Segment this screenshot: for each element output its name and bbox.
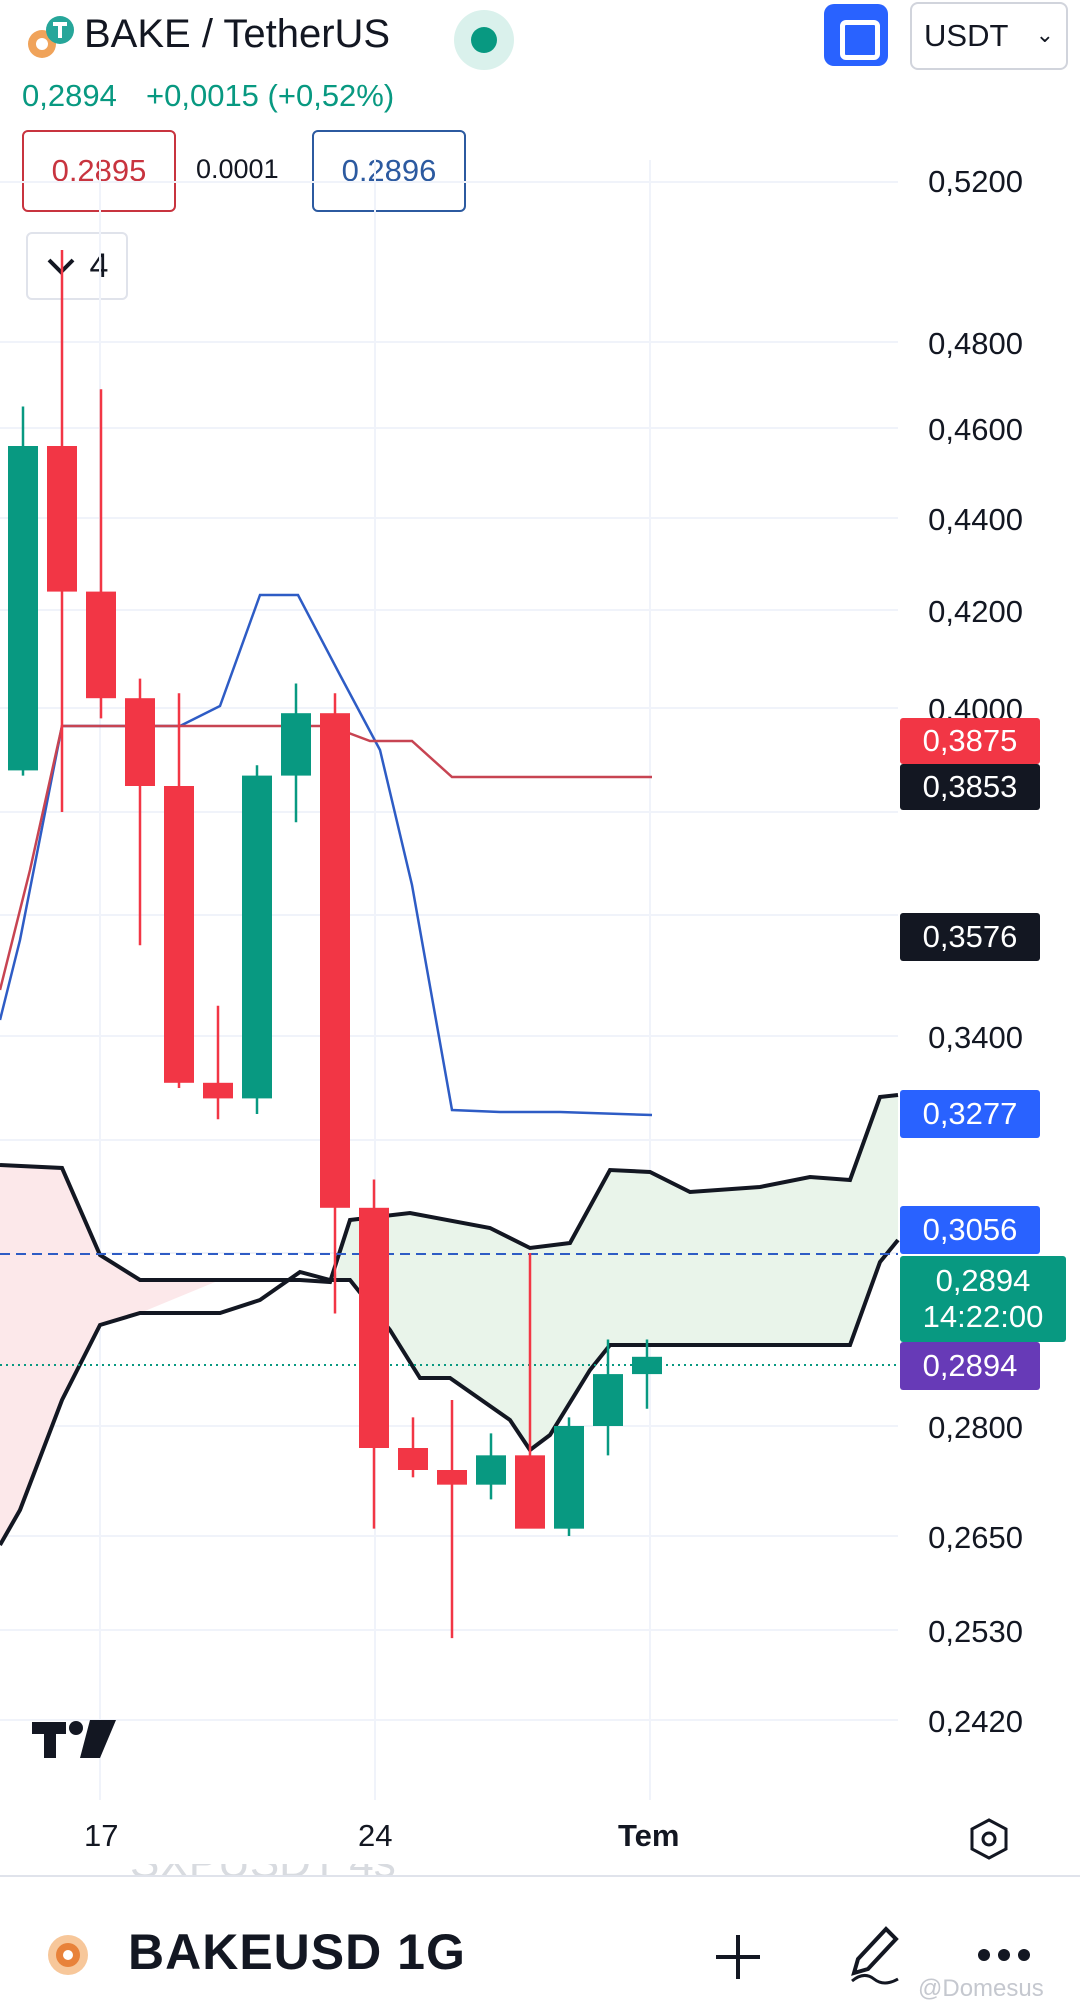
bottom-toolbar: BAKEUSD 1G @Domesus: [0, 1875, 1080, 2012]
price-chart[interactable]: [0, 0, 1080, 1875]
candle-body: [398, 1448, 428, 1470]
candle-body: [242, 775, 272, 1099]
countdown-timer: 14:22:00: [922, 1299, 1044, 1334]
candles: [8, 250, 662, 1639]
price-tag-red: 0,3875: [900, 718, 1040, 764]
price-change: +0,0015 (+0,52%): [146, 78, 395, 113]
last-price-tag-value: 0,2894: [935, 1263, 1031, 1298]
chart-settings-icon[interactable]: [966, 1816, 1012, 1862]
time-axis-label: Tem: [618, 1818, 680, 1853]
symbol-title[interactable]: BAKE / TetherUS: [84, 12, 391, 56]
price-axis-label: 0,4200: [928, 594, 1023, 629]
watermark-text: @Domesus: [918, 1975, 1044, 2002]
price-axis-label: 0,2800: [928, 1410, 1023, 1445]
time-axis-label: 17: [84, 1818, 119, 1853]
candle-body: [164, 786, 194, 1083]
chevron-down-icon: ⌄: [1035, 22, 1054, 47]
price-tag-dark: 0,3853: [900, 764, 1040, 810]
ichimoku-cloud: [0, 1093, 900, 1546]
price-axis-label: 0,2530: [928, 1614, 1023, 1649]
candle-body: [47, 446, 77, 592]
add-plus-icon[interactable]: [712, 1931, 764, 1983]
last-price: 0,2894: [22, 78, 117, 113]
price-axis-label: 0,3400: [928, 1020, 1023, 1055]
buy-button[interactable]: 0.2896: [312, 130, 466, 212]
market-open-dot-icon: [471, 27, 497, 53]
last-price-tag: 0,2894 14:22:00: [900, 1256, 1066, 1342]
candle-body: [125, 698, 155, 786]
cloud-black-line-b: [0, 1238, 900, 1546]
chart-header: BAKE / TetherUS USDT ⌄ 0,2894 +0,0015 (+…: [0, 0, 1080, 300]
price-axis-label: 0,2420: [928, 1704, 1023, 1739]
cloud-black-line-a: [0, 1093, 899, 1285]
indicators-toggle-button[interactable]: 4: [26, 232, 128, 300]
price-tag-blue: 0,3277: [900, 1090, 1040, 1138]
fullscreen-icon: [840, 20, 880, 60]
candle-body: [554, 1426, 584, 1529]
candle-body: [320, 713, 350, 1208]
candle-body: [86, 591, 116, 699]
price-tag-dark: 0,3576: [900, 913, 1040, 961]
candle-body: [476, 1455, 506, 1485]
price-axis-label: 0,4600: [928, 412, 1023, 447]
chart-grid: [0, 160, 898, 1800]
currency-value: USDT: [924, 18, 1009, 53]
candle-body: [8, 446, 38, 771]
market-status-indicator[interactable]: [454, 10, 514, 70]
candle-body: [281, 713, 311, 776]
price-axis-label: 0,5200: [928, 164, 1023, 199]
tradingview-logo-icon: [32, 1720, 116, 1758]
drawing-pen-icon[interactable]: [844, 1921, 904, 1985]
candle-body: [515, 1455, 545, 1529]
candle-body: [359, 1207, 389, 1448]
candle-body: [632, 1356, 662, 1375]
price-axis-label: 0,4800: [928, 326, 1023, 361]
bake-logo-icon: [28, 16, 74, 58]
price-tag-blue: 0,3056: [900, 1206, 1040, 1254]
price-tag-purple: 0,2894: [900, 1342, 1040, 1390]
indicators-count: 4: [89, 246, 109, 285]
candle-body: [593, 1374, 623, 1426]
candle-body: [437, 1470, 467, 1485]
currency-select[interactable]: USDT ⌄: [910, 2, 1068, 70]
spread-value: 0.0001: [196, 154, 279, 184]
cloud-green-area: [335, 1095, 898, 1450]
candle-body: [203, 1082, 233, 1099]
bake-coin-icon: [48, 1935, 88, 1975]
chevron-down-icon: [47, 258, 74, 275]
more-options-icon[interactable]: [976, 1947, 1032, 1963]
cloud-red-area: [0, 1165, 335, 1545]
fullscreen-button[interactable]: [824, 4, 888, 66]
price-axis-label: 0,2650: [928, 1520, 1023, 1555]
sell-button[interactable]: 0.2895: [22, 130, 176, 212]
time-axis-label: 24: [358, 1818, 393, 1853]
price-axis-label: 0,4400: [928, 502, 1023, 537]
bottom-symbol[interactable]: BAKEUSD 1G: [128, 1924, 466, 1980]
